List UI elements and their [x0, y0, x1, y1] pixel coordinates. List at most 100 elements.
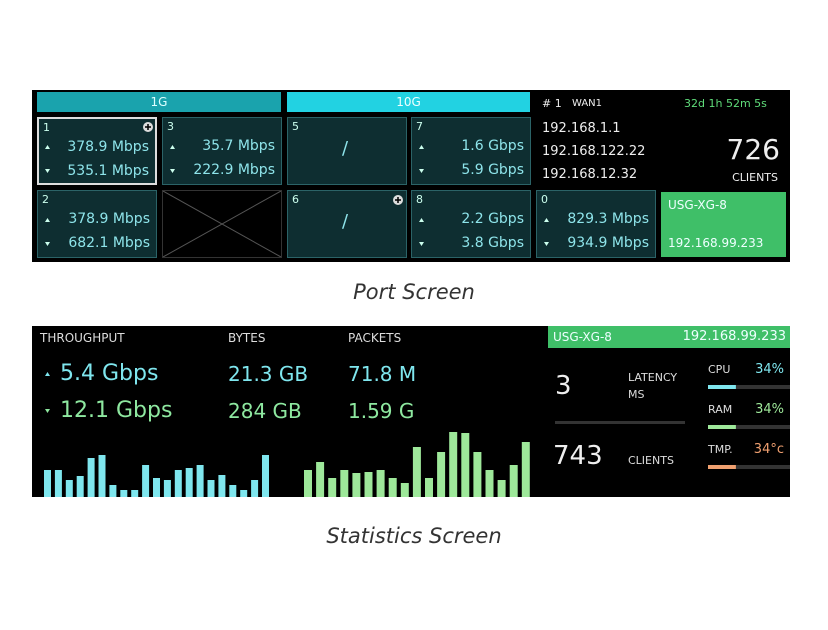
port-up: 1.6 Gbps — [461, 138, 524, 154]
port-up: 378.9 Mbps — [67, 139, 149, 155]
up-arrow — [45, 372, 50, 376]
group-header: 10G — [287, 92, 530, 112]
resource-name: TMP. — [708, 443, 733, 456]
group-header: 1G — [37, 92, 281, 112]
history-bar — [120, 490, 128, 497]
resource-name: CPU — [708, 363, 731, 376]
history-bar — [485, 470, 494, 497]
throughput-down: 12.1 Gbps — [60, 398, 173, 423]
plus-sign — [395, 197, 401, 203]
history-bar — [76, 476, 84, 497]
port-id: 1 — [43, 121, 50, 134]
port-cell: 3 35.7 Mbps 222.9 Mbps — [162, 117, 282, 185]
port-cell: 6/ — [287, 190, 407, 258]
history-bar — [54, 470, 62, 497]
wan-label: # 1 — [542, 97, 562, 110]
history-bar — [98, 455, 106, 497]
statistics-screen — [32, 326, 790, 497]
history-bar — [449, 432, 458, 497]
latency-label: LATENCY — [628, 371, 678, 384]
up-arrow — [170, 145, 175, 149]
down-arrow — [170, 169, 175, 173]
client-count: 743 — [553, 441, 603, 471]
caption: Statistics Screen — [326, 524, 502, 548]
port-cell: 8 2.2 Gbps 3.8 Gbps — [411, 190, 531, 258]
cross — [163, 191, 281, 257]
device-name: USG-XG-8 — [668, 198, 727, 212]
down-arrow — [45, 242, 50, 246]
down-arrow — [544, 242, 549, 246]
history-bar — [497, 480, 506, 497]
port-cell: 2 378.9 Mbps 682.1 Mbps — [37, 190, 157, 258]
history-bar — [412, 447, 421, 497]
history-bar — [174, 470, 182, 497]
port-cell: 1 378.9 Mbps 535.1 Mbps — [37, 117, 157, 185]
down-arrow — [419, 169, 424, 173]
resource-value: 34% — [755, 362, 784, 377]
history-bar — [207, 480, 215, 497]
port-down: 535.1 Mbps — [67, 163, 149, 179]
port-up: 2.2 Gbps — [461, 211, 524, 227]
header: THROUGHPUT — [40, 331, 125, 345]
down-arrow — [419, 242, 424, 246]
header: PACKETS — [348, 331, 402, 345]
bytes-up: 21.3 GB — [228, 362, 309, 386]
history-bar — [316, 462, 325, 497]
port-cell: 7 1.6 Gbps 5.9 Gbps — [411, 117, 531, 185]
ip: 192.168.122.22 — [542, 144, 646, 159]
resource-track — [708, 465, 790, 469]
port-down: 682.1 Mbps — [68, 235, 150, 251]
up-arrow — [45, 145, 50, 149]
port-down: 3.8 Gbps — [461, 235, 524, 251]
ip: 192.168.1.1 — [542, 121, 621, 136]
clients-label: CLIENTS — [732, 171, 778, 184]
port-up: 829.3 Mbps — [567, 211, 649, 227]
client-count: 726 — [726, 133, 780, 166]
down-arrow — [45, 169, 50, 173]
port-state: / — [342, 138, 349, 159]
plus-sign — [145, 124, 151, 130]
header: BYTES — [228, 331, 266, 345]
history-bar — [400, 483, 409, 497]
history-bar — [218, 475, 226, 497]
resource-bar — [708, 425, 736, 429]
port-id: 0 — [541, 193, 548, 206]
history-bar — [461, 433, 470, 497]
history-bar — [473, 452, 482, 497]
up-arrow — [419, 145, 424, 149]
latency-unit: MS — [628, 388, 645, 401]
empty-port — [162, 190, 282, 258]
history-bar — [142, 465, 150, 497]
bytes-down: 284 GB — [228, 399, 302, 423]
down-arrow — [45, 409, 50, 413]
history-bar — [509, 465, 518, 497]
resource-bar — [708, 385, 736, 389]
history-bar — [437, 452, 446, 497]
history-bar — [44, 470, 51, 497]
history-bar — [388, 478, 397, 497]
history-bar — [153, 478, 160, 497]
throughput-up: 5.4 Gbps — [60, 361, 159, 386]
history-bar — [425, 478, 433, 497]
latency: 3 — [555, 371, 572, 401]
history-bar — [87, 458, 95, 497]
up-arrow — [419, 218, 424, 222]
history-bar — [376, 470, 385, 497]
history-bar — [352, 473, 361, 497]
port-id: 2 — [42, 193, 49, 206]
port-id: 3 — [167, 120, 174, 133]
device-ip: 192.168.99.233 — [668, 236, 764, 250]
device-box — [661, 192, 786, 257]
clients-label: CLIENTS — [628, 454, 674, 467]
port-state: / — [342, 211, 349, 232]
port-down: 934.9 Mbps — [567, 235, 649, 251]
ip: 192.168.12.32 — [542, 167, 638, 182]
history-bar — [109, 485, 117, 497]
history-bar — [340, 470, 349, 497]
device-name: USG-XG-8 — [553, 330, 612, 344]
up-arrow — [45, 218, 50, 222]
port-down: 5.9 Gbps — [461, 162, 524, 178]
port-id: 8 — [416, 193, 423, 206]
